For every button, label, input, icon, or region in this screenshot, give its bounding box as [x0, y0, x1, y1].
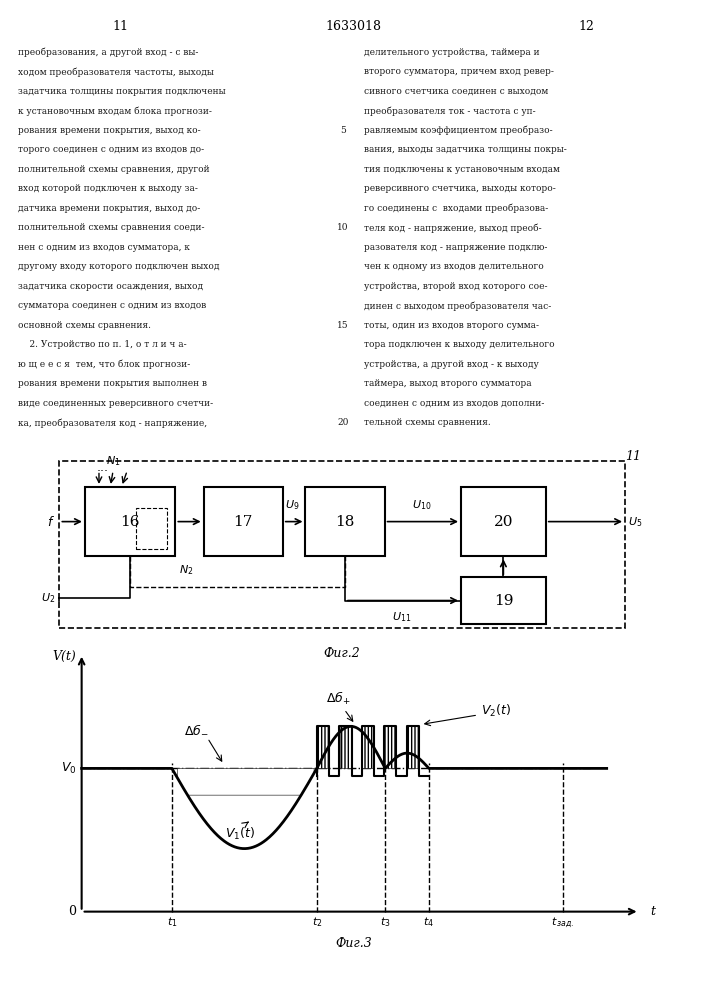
Text: динен с выходом преобразователя час-: динен с выходом преобразователя час- [364, 301, 551, 311]
Text: $U_{11}$: $U_{11}$ [392, 610, 411, 624]
Text: t: t [650, 905, 655, 918]
Bar [305, 487, 385, 556]
Text: делительного устройства, таймера и: делительного устройства, таймера и [364, 48, 539, 57]
Text: вход которой подключен к выходу за-: вход которой подключен к выходу за- [18, 184, 197, 193]
Text: $t_1$: $t_1$ [167, 915, 177, 929]
Bar [204, 487, 283, 556]
Text: 5: 5 [340, 126, 346, 135]
Text: 20: 20 [337, 418, 349, 427]
Text: соединен с одним из входов дополни-: соединен с одним из входов дополни- [364, 399, 544, 408]
Text: тора подключен к выходу делительного: тора подключен к выходу делительного [364, 340, 555, 349]
Text: равляемым коэффициентом преобразо-: равляемым коэффициентом преобразо- [364, 126, 553, 135]
Text: 20: 20 [493, 515, 513, 529]
Text: сивного счетчика соединен с выходом: сивного счетчика соединен с выходом [364, 87, 549, 96]
Text: ...: ... [96, 461, 108, 474]
Text: $U_5$: $U_5$ [628, 515, 642, 529]
Text: Фиг.2: Фиг.2 [324, 647, 361, 660]
Text: торого соединен с одним из входов до-: торого соединен с одним из входов до- [18, 145, 204, 154]
Text: преобразователя ток - частота с уп-: преобразователя ток - частота с уп- [364, 106, 536, 116]
Text: к установочным входам блока прогнози-: к установочным входам блока прогнози- [18, 106, 211, 116]
Text: 0: 0 [68, 905, 76, 918]
Text: $t_{\,зад.}$: $t_{\,зад.}$ [551, 915, 575, 930]
Text: $\Delta б_{-}$: $\Delta б_{-}$ [185, 723, 209, 736]
Text: 19: 19 [493, 594, 513, 608]
Text: второго сумматора, причем вход ревер-: второго сумматора, причем вход ревер- [364, 67, 554, 76]
Text: 11: 11 [626, 450, 641, 463]
Text: $U_9$: $U_9$ [285, 499, 300, 512]
Text: тия подключены к установочным входам: тия подключены к установочным входам [364, 165, 560, 174]
Text: $\Delta б_{+}$: $\Delta б_{+}$ [327, 690, 351, 707]
Text: датчика времени покрытия, выход до-: датчика времени покрытия, выход до- [18, 204, 200, 213]
Text: $t_2$: $t_2$ [312, 915, 322, 929]
Text: нен с одним из входов сумматора, к: нен с одним из входов сумматора, к [18, 243, 189, 252]
Text: преобразования, а другой вход - с вы-: преобразования, а другой вход - с вы- [18, 48, 198, 57]
Text: рования времени покрытия, выход ко-: рования времени покрытия, выход ко- [18, 126, 200, 135]
Text: 16: 16 [120, 515, 140, 529]
Text: го соединены с  входами преобразова-: го соединены с входами преобразова- [364, 204, 549, 213]
Bar [59, 461, 625, 628]
Bar [461, 487, 546, 556]
Bar [85, 487, 175, 556]
Text: $U_{10}$: $U_{10}$ [411, 499, 431, 512]
Text: тельной схемы сравнения.: тельной схемы сравнения. [364, 418, 491, 427]
Text: таймера, выход второго сумматора: таймера, выход второго сумматора [364, 379, 532, 388]
Text: тоты, один из входов второго сумма-: тоты, один из входов второго сумма- [364, 321, 539, 330]
Text: 15: 15 [337, 321, 349, 330]
Text: $N_1$: $N_1$ [106, 454, 120, 468]
Bar [136, 508, 167, 549]
Text: 1633018: 1633018 [325, 19, 382, 32]
Text: другому входу которого подключен выход: другому входу которого подключен выход [18, 262, 219, 271]
Text: ка, преобразователя код - напряжение,: ка, преобразователя код - напряжение, [18, 418, 207, 428]
Text: задатчика скорости осаждения, выход: задатчика скорости осаждения, выход [18, 282, 203, 291]
Text: 10: 10 [337, 223, 349, 232]
Text: Фиг.3: Фиг.3 [335, 937, 372, 950]
Text: 2. Устройство по п. 1, о т л и ч а-: 2. Устройство по п. 1, о т л и ч а- [18, 340, 187, 349]
Text: полнительной схемы сравнения соеди-: полнительной схемы сравнения соеди- [18, 223, 204, 232]
Text: полнительной схемы сравнения, другой: полнительной схемы сравнения, другой [18, 165, 209, 174]
Text: $t_4$: $t_4$ [423, 915, 434, 929]
Text: $f$: $f$ [47, 515, 55, 529]
Text: V(t): V(t) [52, 650, 76, 663]
Text: $V_2(t)$: $V_2(t)$ [481, 703, 511, 719]
Text: разователя код - напряжение подклю-: разователя код - напряжение подклю- [364, 243, 547, 252]
Text: ю щ е е с я  тем, что блок прогнози-: ю щ е е с я тем, что блок прогнози- [18, 360, 190, 369]
Text: $V_1(t)$: $V_1(t)$ [226, 826, 255, 842]
Text: 12: 12 [579, 19, 595, 32]
Text: $t_3$: $t_3$ [380, 915, 390, 929]
Text: $V_0$: $V_0$ [61, 761, 76, 776]
Text: 11: 11 [112, 19, 128, 32]
Text: теля код - напряжение, выход преоб-: теля код - напряжение, выход преоб- [364, 223, 542, 233]
Bar [461, 577, 546, 624]
Text: основной схемы сравнения.: основной схемы сравнения. [18, 321, 151, 330]
Text: 17: 17 [233, 515, 253, 529]
Text: чен к одному из входов делительного: чен к одному из входов делительного [364, 262, 544, 271]
Text: устройства, а другой вход - к выходу: устройства, а другой вход - к выходу [364, 360, 539, 369]
Text: реверсивного счетчика, выходы которо-: реверсивного счетчика, выходы которо- [364, 184, 556, 193]
Text: рования времени покрытия выполнен в: рования времени покрытия выполнен в [18, 379, 206, 388]
Text: задатчика толщины покрытия подключены: задатчика толщины покрытия подключены [18, 87, 226, 96]
Text: сумматора соединен с одним из входов: сумматора соединен с одним из входов [18, 301, 206, 310]
Text: виде соединенных реверсивного счетчи-: виде соединенных реверсивного счетчи- [18, 399, 213, 408]
Text: ходом преобразователя частоты, выходы: ходом преобразователя частоты, выходы [18, 67, 214, 77]
Text: вания, выходы задатчика толщины покры-: вания, выходы задатчика толщины покры- [364, 145, 567, 154]
Text: $U_2$: $U_2$ [40, 591, 55, 605]
Text: 18: 18 [335, 515, 355, 529]
Text: устройства, второй вход которого сое-: устройства, второй вход которого сое- [364, 282, 548, 291]
Text: $N_2$: $N_2$ [180, 563, 194, 577]
